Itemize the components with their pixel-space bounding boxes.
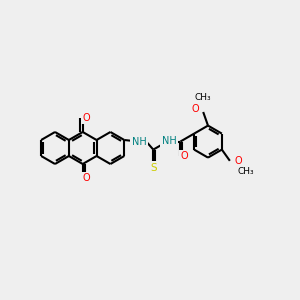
Text: O: O: [83, 112, 91, 123]
Text: O: O: [181, 151, 188, 161]
Text: O: O: [234, 156, 242, 166]
Text: CH₃: CH₃: [238, 167, 254, 176]
Text: CH₃: CH₃: [195, 93, 211, 102]
Text: NH: NH: [132, 136, 147, 147]
Text: O: O: [191, 104, 199, 114]
Text: O: O: [83, 173, 91, 183]
Text: NH: NH: [162, 136, 177, 146]
Text: S: S: [150, 163, 157, 173]
